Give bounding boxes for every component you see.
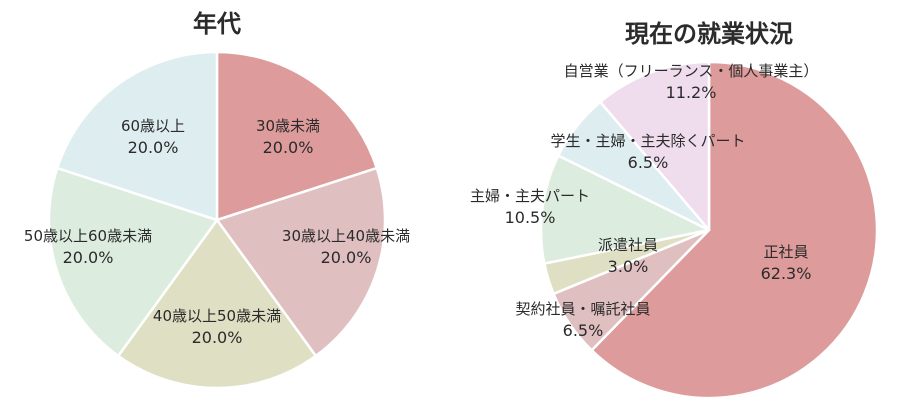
- pie-slice: [117, 218, 317, 390]
- pie-slice: [590, 60, 879, 400]
- slice-label: 学生・主婦・主夫除くパート 6.5%: [550, 132, 746, 172]
- slice-label: 契約社員・嘱託社員 6.5%: [515, 300, 651, 340]
- slice-label: 自営業（フリーランス・個人事業主） 11.2%: [563, 62, 819, 102]
- age-pie-slices: [47, 50, 387, 390]
- pie-slice: [539, 154, 711, 265]
- age-pie-chart: 年代 30歳未満 20.0% 30歳以上40歳未満 20.0% 40歳以上50歳…: [23, 10, 411, 390]
- slice-label: 派遣社員 3.0%: [597, 236, 659, 276]
- slice-label: 30歳以上40歳未満 20.0%: [281, 227, 411, 267]
- slice-label: 50歳以上60歳未満 20.0%: [23, 227, 153, 267]
- slice-label: 40歳以上50歳未満 20.0%: [152, 307, 282, 347]
- chart-title-employment: 現在の就業状況: [625, 20, 793, 48]
- pie-slice: [55, 50, 219, 222]
- chart-title-age: 年代: [193, 10, 241, 38]
- age-pie-svg: [47, 50, 387, 390]
- pie-slice: [215, 166, 387, 358]
- pie-slice: [599, 60, 711, 232]
- pie-slice: [215, 50, 379, 222]
- slice-label: 正社員 62.3%: [760, 243, 812, 283]
- slice-label: 主婦・主夫パート 10.5%: [469, 187, 591, 227]
- employment-pie-slices: [539, 60, 879, 400]
- pie-slice: [47, 166, 219, 358]
- slice-label: 60歳以上 20.0%: [120, 117, 186, 157]
- slice-label: 30歳未満 20.0%: [255, 117, 321, 157]
